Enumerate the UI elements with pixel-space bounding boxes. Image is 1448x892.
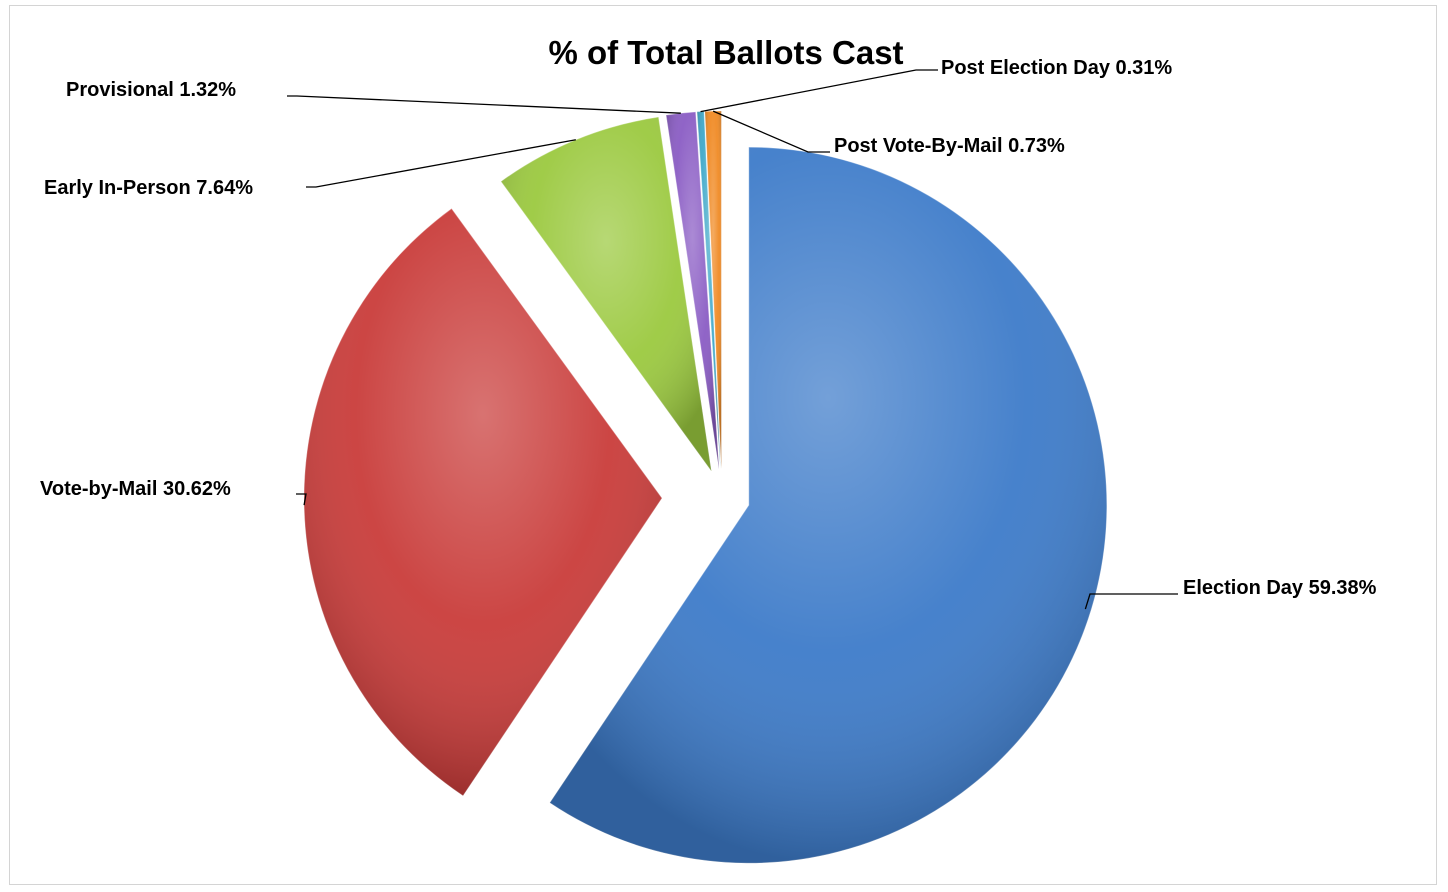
leader-line-provisional [287, 95, 681, 114]
pie-slices [303, 110, 1108, 864]
leader-line-election-day [1084, 593, 1178, 610]
chart-title: % of Total Ballots Cast [548, 34, 903, 71]
label-early-in-person: Early In-Person 7.64% [44, 177, 253, 199]
label-post-vote-by-mail: Post Vote-By-Mail 0.73% [834, 135, 1065, 157]
slice-shading-provisional [666, 111, 720, 470]
slice-shading-early-in-person [500, 117, 712, 472]
leader-line-early-in-person [306, 139, 576, 188]
leader-line-post-election-day [700, 69, 938, 113]
leader-lines [287, 69, 1178, 610]
label-post-election-day: Post Election Day 0.31% [941, 57, 1172, 79]
slice-shading-vote-by-mail [304, 208, 663, 796]
label-provisional: Provisional 1.32% [66, 79, 236, 101]
slice-shading-post-vote-by-mail [704, 111, 722, 470]
leader-line-post-vote-by-mail [712, 110, 830, 153]
label-vote-by-mail: Vote-by-Mail 30.62% [40, 478, 231, 500]
leader-line-vote-by-mail [296, 493, 307, 506]
label-election-day: Election Day 59.38% [1183, 577, 1377, 599]
slice-shading-election-day [549, 147, 1107, 864]
slice-shading-post-election-day [697, 111, 721, 470]
